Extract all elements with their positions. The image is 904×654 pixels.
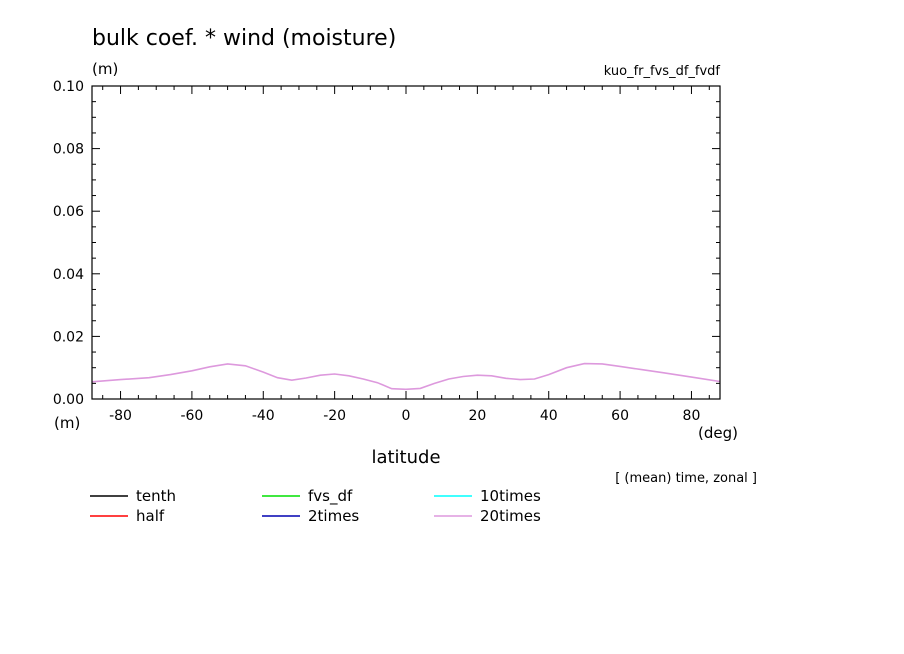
x-tick-label: 20 xyxy=(468,408,486,424)
series-line-20times xyxy=(91,362,721,391)
plot-area: -80 -60 -40 -20 0 20 40 60 80 0.00 0.02 0.04 0.06 0.0… xyxy=(53,79,721,424)
legend-label-fvs_df: fvs_df xyxy=(308,487,353,506)
y-tick-label: 0.06 xyxy=(53,204,84,220)
x-unit-left-label: (m) xyxy=(54,414,80,432)
x-tick-label: 60 xyxy=(611,408,629,424)
y-tick-label: 0.10 xyxy=(53,79,84,95)
y-tick-label: 0.00 xyxy=(53,392,84,408)
x-tick-label: -60 xyxy=(180,408,203,424)
legend-label-half: half xyxy=(136,507,165,525)
x-tick-label: 80 xyxy=(683,408,701,424)
tick-labels-layer: -80 -60 -40 -20 0 20 40 60 80 0.00 0.02 0.04 0.06 0.0… xyxy=(53,79,701,424)
ticks-layer xyxy=(92,85,720,400)
y-tick-label: 0.04 xyxy=(53,267,84,283)
averaging-note: [ (mean) time, zonal ] xyxy=(615,471,757,486)
chart-title: bulk coef. * wind (moisture) xyxy=(92,26,396,51)
plot-frame xyxy=(91,85,721,400)
legend-label-2times: 2times xyxy=(308,507,359,525)
x-tick-label: 40 xyxy=(540,408,558,424)
x-axis-label: latitude xyxy=(371,447,440,468)
legend-label-10times: 10times xyxy=(480,487,541,505)
x-tick-label: -20 xyxy=(323,408,346,424)
legend-label-tenth: tenth xyxy=(136,487,176,505)
x-tick-label: 0 xyxy=(402,408,411,424)
x-unit-label: (deg) xyxy=(698,424,738,442)
y-tick-label: 0.02 xyxy=(53,329,84,345)
x-tick-label: -80 xyxy=(109,408,132,424)
y-tick-label: 0.08 xyxy=(53,142,84,158)
run-name-label: kuo_fr_fvs_df_fvdf xyxy=(604,64,721,79)
legend-label-20times: 20times xyxy=(480,507,541,525)
series-layer xyxy=(91,362,721,391)
x-tick-label: -40 xyxy=(252,408,275,424)
y-unit-label: (m) xyxy=(92,60,118,78)
